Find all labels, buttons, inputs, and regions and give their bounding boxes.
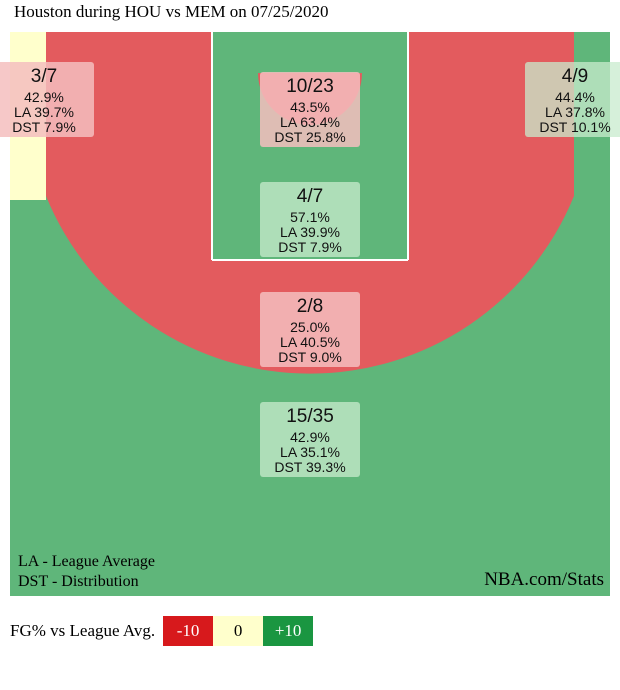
zone-label-box bbox=[0, 62, 94, 137]
zone-distribution: DST 10.1% bbox=[539, 119, 610, 135]
zone-fraction: 3/7 bbox=[31, 66, 57, 87]
zone-league-avg: LA 40.5% bbox=[280, 334, 340, 350]
color-legend: FG% vs League Avg. -10 0 +10 bbox=[10, 616, 314, 646]
zone-fg-pct: 42.9% bbox=[24, 89, 64, 105]
zone-league-avg: LA 39.7% bbox=[14, 104, 74, 120]
zone-fraction: 4/9 bbox=[562, 66, 588, 87]
note-distribution: DST - Distribution bbox=[18, 573, 139, 590]
zone-label-left-corner-3: 3/7 42.9%LA 39.7%DST 7.9% bbox=[0, 62, 94, 137]
chart-title: Houston during HOU vs MEM on 07/25/2020 bbox=[14, 2, 329, 21]
zone-distribution: DST 39.3% bbox=[274, 459, 345, 475]
zone-fg-pct: 42.9% bbox=[290, 429, 330, 445]
zone-label-right-corner-3: 4/9 44.4%LA 37.8%DST 10.1% bbox=[525, 62, 620, 137]
zone-label-box bbox=[260, 292, 360, 367]
zone-label-box bbox=[260, 182, 360, 257]
zone-fg-pct: 44.4% bbox=[555, 89, 595, 105]
zone-label-above-break-3: 15/35 42.9%LA 35.1%DST 39.3% bbox=[260, 402, 360, 477]
zone-label-box bbox=[260, 402, 360, 477]
zone-fraction: 2/8 bbox=[297, 296, 323, 317]
zone-distribution: DST 7.9% bbox=[278, 239, 342, 255]
legend-swatch-negative: -10 bbox=[163, 616, 214, 646]
zone-fraction: 4/7 bbox=[297, 186, 323, 207]
note-league-average: LA - League Average bbox=[18, 553, 155, 570]
zone-fraction: 15/35 bbox=[286, 406, 334, 427]
legend-swatch-neutral: 0 bbox=[213, 616, 264, 646]
zone-fg-pct: 25.0% bbox=[290, 319, 330, 335]
zone-distribution: DST 7.9% bbox=[12, 119, 76, 135]
legend-label: FG% vs League Avg. bbox=[10, 621, 156, 640]
zone-label-box bbox=[525, 62, 620, 137]
zone-league-avg: LA 35.1% bbox=[280, 444, 340, 460]
zone-distribution: DST 9.0% bbox=[278, 349, 342, 365]
zone-distribution: DST 25.8% bbox=[274, 129, 345, 145]
zone-label-paint-non-ra: 4/7 57.1%LA 39.9%DST 7.9% bbox=[260, 182, 360, 257]
court-lines bbox=[211, 32, 409, 261]
zone-label-restricted-area: 10/23 43.5%LA 63.4%DST 25.8% bbox=[260, 72, 360, 147]
source-credit: NBA.com/Stats bbox=[484, 569, 604, 590]
zone-fraction: 10/23 bbox=[286, 76, 334, 97]
zone-label-box bbox=[260, 72, 360, 147]
zone-fg-pct: 43.5% bbox=[290, 99, 330, 115]
zone-league-avg: LA 63.4% bbox=[280, 114, 340, 130]
legend-swatch-positive: +10 bbox=[263, 616, 314, 646]
zone-league-avg: LA 37.8% bbox=[545, 104, 605, 120]
zone-league-avg: LA 39.9% bbox=[280, 224, 340, 240]
zone-fg-pct: 57.1% bbox=[290, 209, 330, 225]
zone-label-mid-range: 2/8 25.0%LA 40.5%DST 9.0% bbox=[260, 292, 360, 367]
